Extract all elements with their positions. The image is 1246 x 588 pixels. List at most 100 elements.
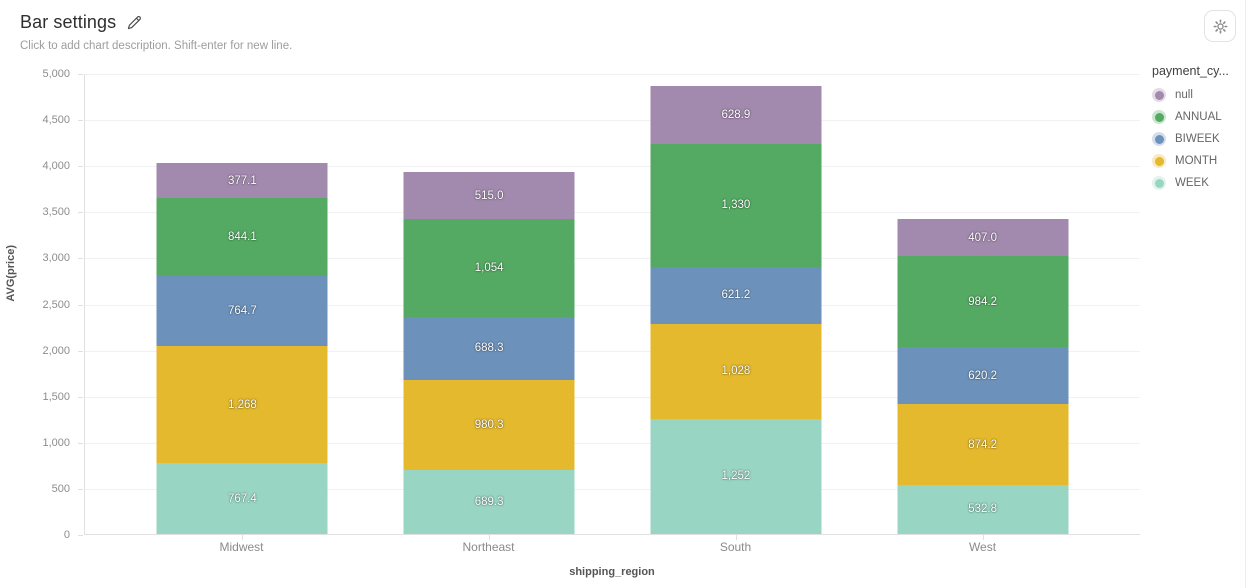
y-tick-label: 2,000 (42, 344, 70, 357)
category-band-midwest: 767.4 1,268 764.7 844.1 377.1 (119, 74, 366, 534)
bar-segment-midwest-month[interactable]: 1,268 (156, 346, 328, 464)
y-tick-mark (78, 166, 83, 168)
legend-item-annual[interactable]: ANNUAL (1152, 110, 1244, 124)
bar-segment-west-biweek[interactable]: 620.2 (897, 347, 1069, 405)
bar-segment-northeast-week[interactable]: 689.3 (403, 470, 575, 534)
bar-value-label: 1,330 (721, 199, 751, 212)
legend-item-label: BIWEEK (1175, 133, 1220, 145)
y-tick-label: 4,500 (42, 114, 70, 127)
bar-value-label: 980.3 (474, 419, 504, 432)
legend-item-week[interactable]: WEEK (1152, 176, 1244, 190)
bar-segment-west-null[interactable]: 407.0 (897, 218, 1069, 257)
x-tick-label-midwest: Midwest (219, 540, 264, 554)
bars-container: 767.4 1,268 764.7 844.1 377.1 689.3 980.3 688.3… (119, 74, 1106, 534)
legend-item-label: null (1175, 89, 1193, 101)
legend-swatch-icon (1152, 132, 1166, 146)
bar-value-label: 767.4 (227, 492, 257, 505)
gridline (85, 350, 1140, 352)
bar-value-label: 984.2 (968, 295, 998, 308)
bar-segment-midwest-biweek[interactable]: 764.7 (156, 275, 328, 347)
bar-segment-midwest-null[interactable]: 377.1 (156, 163, 328, 199)
y-tick-mark (78, 488, 83, 490)
bar-value-label: 764.7 (227, 305, 257, 318)
category-band-northeast: 689.3 980.3 688.3 1,054 515.0 (366, 74, 613, 534)
bar-segment-west-annual[interactable]: 984.2 (897, 256, 1069, 348)
bar-segment-south-annual[interactable]: 1,330 (650, 143, 822, 267)
y-tick-mark (78, 258, 83, 260)
gridline (85, 120, 1140, 122)
x-tick-mark (488, 535, 490, 540)
bar-northeast: 689.3 980.3 688.3 1,054 515.0 (403, 171, 575, 534)
bar-segment-midwest-week[interactable]: 767.4 (156, 463, 328, 534)
gridline (85, 304, 1140, 306)
bar-value-label: 1,054 (474, 261, 504, 274)
legend-swatch-icon (1152, 154, 1166, 168)
bar-value-label: 874.2 (968, 438, 998, 451)
gridline (85, 166, 1140, 168)
bar-segment-west-month[interactable]: 874.2 (897, 404, 1069, 485)
bar-value-label: 1,028 (721, 365, 751, 378)
x-tick-label-northeast: Northeast (462, 540, 515, 554)
bar-segment-south-null[interactable]: 628.9 (650, 85, 822, 144)
x-axis-labels: Midwest Northeast South West (118, 540, 1106, 554)
y-tick-mark (78, 74, 83, 75)
legend-item-label: MONTH (1175, 155, 1218, 167)
bar-value-label: 515.0 (474, 189, 504, 202)
x-tick-label-west: West (968, 540, 997, 554)
bar-segment-south-biweek[interactable]: 621.2 (650, 266, 822, 324)
settings-button[interactable] (1204, 10, 1236, 42)
gridline (85, 258, 1140, 260)
y-tick-label: 500 (51, 482, 70, 495)
y-tick-mark (78, 212, 83, 214)
y-tick-label: 3,000 (42, 252, 70, 265)
chart-header: Bar settings Click to add chart descript… (20, 12, 292, 52)
y-tick-label: 1,500 (42, 390, 70, 403)
legend-item-label: WEEK (1175, 177, 1209, 189)
x-tick-label-south: South (719, 540, 752, 554)
y-tick-label: 3,500 (42, 206, 70, 219)
bar-segment-south-week[interactable]: 1,252 (650, 418, 822, 534)
bar-segment-northeast-biweek[interactable]: 688.3 (403, 316, 575, 381)
bar-value-label: 689.3 (474, 496, 504, 509)
bar-segment-northeast-annual[interactable]: 1,054 (403, 219, 575, 317)
y-tick-label: 0 (63, 529, 70, 541)
legend-item-month[interactable]: MONTH (1152, 154, 1244, 168)
legend: payment_cy... null ANNUAL BIWEEK MONTH WEEK (1152, 64, 1244, 198)
x-axis-title: shipping_region (569, 566, 655, 578)
y-tick-label: 1,000 (42, 436, 70, 449)
stacked-bar-chart: AVG(price) 0 500 1,000 1,500 2,000 2,500 3,000… (0, 60, 1246, 588)
gridline (85, 488, 1140, 490)
legend-swatch-icon (1152, 176, 1166, 190)
legend-title: payment_cy... (1152, 64, 1229, 78)
x-tick-mark (982, 535, 984, 540)
legend-item-null[interactable]: null (1152, 88, 1244, 102)
bar-segment-midwest-annual[interactable]: 844.1 (156, 198, 328, 276)
gridline (85, 74, 1140, 75)
chart-title[interactable]: Bar settings (20, 12, 117, 32)
bar-segment-south-month[interactable]: 1,028 (650, 323, 822, 419)
bar-value-label: 621.2 (721, 289, 751, 302)
bar-segment-west-week[interactable]: 532.8 (897, 484, 1069, 534)
chart-description-placeholder[interactable]: Click to add chart description. Shift-en… (20, 40, 293, 52)
bar-segment-northeast-null[interactable]: 515.0 (403, 171, 575, 220)
bar-value-label: 628.9 (721, 108, 751, 121)
legend-item-biweek[interactable]: BIWEEK (1152, 132, 1244, 146)
bar-midwest: 767.4 1,268 764.7 844.1 377.1 (156, 163, 328, 534)
y-tick-label: 4,000 (42, 160, 70, 173)
legend-swatch-icon (1152, 88, 1166, 102)
gridline (85, 442, 1140, 444)
category-band-west: 532.8 874.2 620.2 984.2 407.0 (859, 74, 1106, 534)
x-tick-mark (241, 535, 243, 540)
bar-segment-northeast-month[interactable]: 980.3 (403, 380, 575, 471)
bar-south: 1,252 1,028 621.2 1,330 628.9 (650, 85, 822, 534)
x-tick-mark (735, 535, 737, 540)
y-tick-mark (78, 350, 83, 352)
bar-value-label: 377.1 (227, 174, 257, 187)
pencil-icon[interactable] (126, 14, 143, 31)
bar-value-label: 688.3 (474, 342, 504, 355)
y-tick-mark (78, 396, 83, 398)
y-tick-mark (78, 535, 83, 536)
gear-icon (1212, 18, 1229, 35)
y-tick-mark (78, 120, 83, 122)
